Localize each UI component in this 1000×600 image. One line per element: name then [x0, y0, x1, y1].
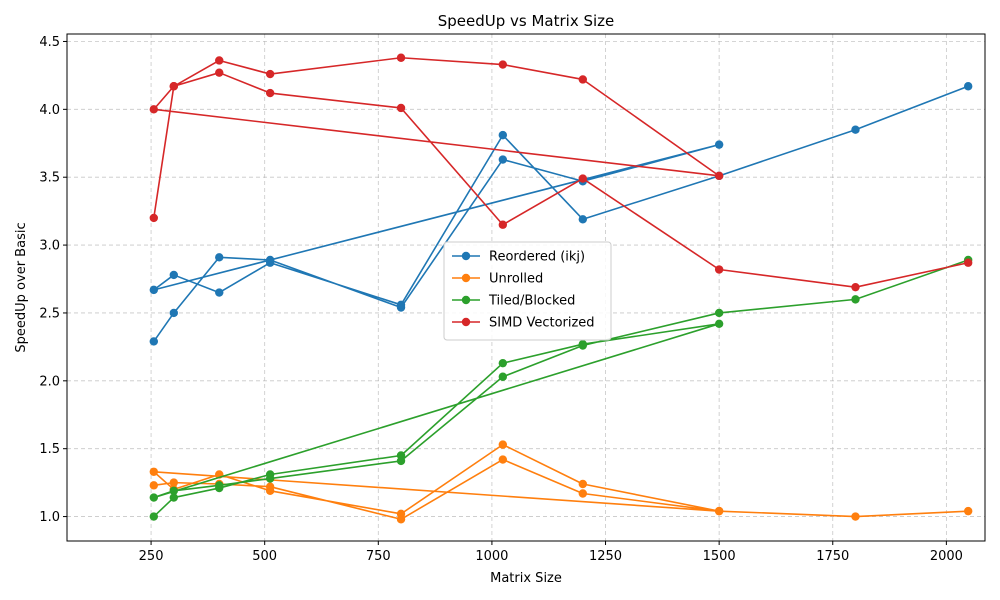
data-point-simd-vectorized: [396, 103, 406, 113]
legend-label-tiled-blocked: Tiled/Blocked: [488, 294, 575, 309]
data-point-simd-vectorized: [714, 171, 724, 181]
y-tick-label: 2.0: [39, 374, 60, 389]
y-tick-label: 1.5: [39, 442, 60, 457]
data-point-simd-vectorized: [169, 82, 178, 91]
y-axis-label: SpeedUp over Basic: [14, 222, 29, 352]
x-axis-label: Matrix Size: [490, 571, 562, 586]
data-point-tiled-blocked: [851, 295, 860, 304]
series-line-simd-vectorized: [153, 56, 969, 288]
data-point-unrolled: [578, 479, 588, 489]
series-unrolled: [149, 440, 973, 524]
data-point-tiled-blocked: [498, 358, 508, 368]
data-point-simd-vectorized: [498, 60, 508, 69]
data-point-simd-vectorized: [396, 53, 406, 62]
x-tick-label: 2000: [930, 549, 963, 564]
data-point-reordered-ikj: [498, 130, 508, 140]
data-point-reordered-ikj: [149, 337, 159, 346]
data-point-reordered-ikj: [963, 82, 973, 91]
y-tick-label: 4.5: [39, 35, 60, 50]
series-simd-vectorized: [149, 53, 973, 292]
data-point-unrolled: [265, 486, 275, 495]
legend-marker-tiled-blocked: [461, 295, 471, 305]
y-tick-label: 2.5: [39, 306, 60, 321]
data-point-unrolled: [851, 512, 860, 521]
x-tick-label: 1750: [816, 549, 849, 564]
x-tick-label: 750: [366, 549, 391, 564]
data-point-tiled-blocked: [265, 474, 275, 483]
data-point-reordered-ikj: [265, 258, 275, 267]
data-point-reordered-ikj: [851, 125, 860, 134]
y-tick-label: 1.0: [39, 510, 60, 525]
data-point-simd-vectorized: [215, 68, 224, 77]
data-point-tiled-blocked: [215, 481, 224, 490]
data-point-simd-vectorized: [149, 105, 159, 114]
data-point-unrolled: [149, 481, 159, 490]
data-point-reordered-ikj: [215, 253, 224, 262]
data-point-tiled-blocked: [149, 493, 159, 502]
data-point-reordered-ikj: [169, 270, 178, 280]
data-point-unrolled: [714, 506, 724, 516]
data-point-simd-vectorized: [265, 88, 275, 98]
series-reordered-ikj: [149, 82, 973, 346]
data-point-reordered-ikj: [578, 215, 588, 224]
legend-marker-unrolled: [461, 273, 471, 283]
data-point-simd-vectorized: [963, 258, 973, 267]
data-point-tiled-blocked: [578, 341, 588, 350]
data-point-unrolled: [149, 467, 159, 476]
axis-ticks: 250 500 750 1000 1250 1500 1750 2000 1.0 1.5 2.0 2.…: [39, 35, 963, 564]
legend: Reordered (ikj) Unrolled Tiled/Blocked SIMD…: [443, 241, 612, 341]
data-point-reordered-ikj: [215, 288, 224, 297]
data-point-simd-vectorized: [265, 69, 275, 79]
x-tick-label: 1250: [589, 549, 622, 564]
legend-label-unrolled: Unrolled: [489, 272, 543, 287]
data-point-reordered-ikj: [498, 155, 508, 164]
series-line-unrolled: [153, 443, 969, 521]
data-point-tiled-blocked: [714, 308, 724, 318]
data-point-simd-vectorized: [498, 220, 508, 229]
data-point-reordered-ikj: [714, 140, 724, 149]
y-tick-label: 4.0: [39, 103, 60, 118]
legend-label-reordered-ikj: Reordered (ikj): [489, 250, 585, 265]
data-point-tiled-blocked: [714, 319, 724, 329]
x-tick-label: 1500: [703, 549, 736, 564]
x-tick-label: 1000: [475, 549, 508, 564]
data-point-unrolled: [963, 506, 973, 516]
data-point-unrolled: [396, 509, 406, 519]
x-tick-label: 500: [252, 549, 277, 564]
data-point-unrolled: [578, 489, 588, 498]
legend-box: [443, 241, 612, 341]
data-point-reordered-ikj: [396, 300, 406, 310]
data-point-simd-vectorized: [149, 213, 159, 223]
data-point-simd-vectorized: [714, 265, 724, 274]
data-point-tiled-blocked: [396, 456, 406, 466]
data-point-unrolled: [498, 440, 508, 449]
data-point-unrolled: [169, 478, 178, 487]
legend-marker-reordered-ikj: [461, 251, 471, 261]
data-point-tiled-blocked: [498, 372, 508, 381]
y-tick-label: 3.0: [39, 239, 60, 254]
series-line-reordered-ikj: [153, 85, 969, 342]
data-point-reordered-ikj: [169, 308, 178, 318]
legend-label-simd-vectorized: SIMD Vectorized: [489, 316, 595, 331]
data-point-simd-vectorized: [578, 174, 588, 183]
legend-marker-simd-vectorized: [461, 317, 471, 327]
data-point-unrolled: [498, 455, 508, 464]
x-tick-label: 250: [139, 549, 164, 564]
data-point-reordered-ikj: [149, 285, 159, 295]
data-point-simd-vectorized: [215, 56, 224, 65]
chart-title: SpeedUp vs Matrix Size: [438, 12, 615, 30]
data-point-tiled-blocked: [169, 486, 178, 495]
plot-frame: [66, 33, 986, 542]
data-point-simd-vectorized: [851, 282, 860, 292]
data-point-tiled-blocked: [149, 512, 159, 521]
y-tick-label: 3.5: [39, 171, 60, 186]
data-point-simd-vectorized: [578, 75, 588, 84]
data-point-tiled-blocked: [169, 493, 178, 502]
